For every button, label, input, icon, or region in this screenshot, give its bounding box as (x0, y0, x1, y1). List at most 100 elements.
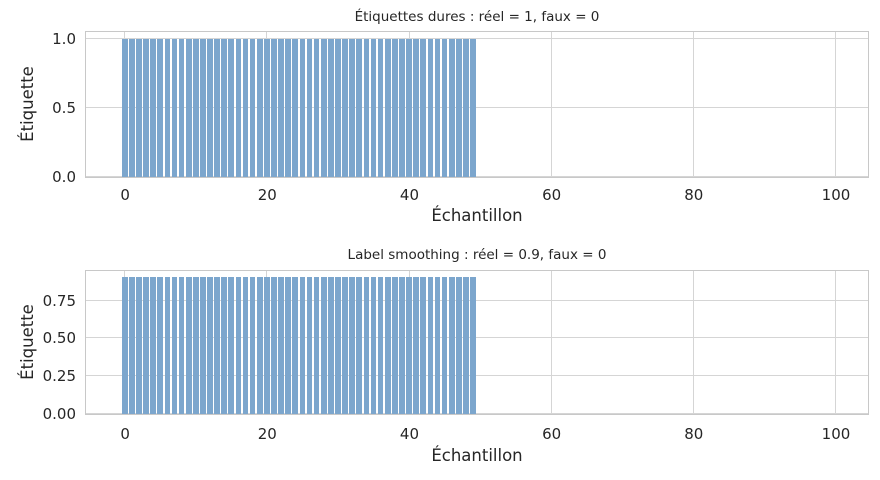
bar (150, 277, 156, 414)
bar (420, 38, 427, 177)
bar (434, 277, 441, 414)
y-tick-label: 0.00 (42, 405, 76, 423)
bar (278, 38, 284, 177)
plot-area (84, 30, 869, 178)
x-tick-label: 80 (684, 186, 704, 204)
gridline-vertical (692, 31, 694, 177)
gridline-vertical (692, 270, 694, 414)
y-tick-label: 1.0 (52, 29, 76, 48)
y-tick-label: 0.75 (42, 291, 76, 310)
bar (256, 38, 263, 177)
x-tick-label: 20 (257, 186, 277, 204)
bar (370, 277, 377, 414)
bar (200, 277, 206, 414)
x-tick-label: 60 (542, 425, 562, 443)
x-tick-label: 100 (821, 425, 851, 443)
bar (420, 277, 427, 414)
bar (271, 38, 277, 177)
x-tick-label: 40 (399, 425, 419, 443)
bar (192, 38, 199, 177)
bar (292, 277, 299, 414)
gridline-horizontal (85, 37, 868, 39)
bar (363, 38, 370, 177)
bar (313, 38, 320, 177)
bar (285, 38, 292, 177)
gridline-vertical (835, 31, 837, 177)
bar (228, 277, 235, 414)
y-tick-label: 0.25 (42, 367, 76, 386)
x-tick-label: 80 (684, 425, 704, 443)
bar (171, 277, 178, 414)
x-tick-label: 60 (542, 186, 562, 204)
bar (164, 38, 171, 177)
bar (306, 277, 313, 414)
bar (463, 277, 469, 414)
bar (320, 38, 327, 177)
bar (157, 38, 164, 177)
bar (377, 277, 384, 414)
bar (221, 277, 228, 414)
bar (413, 38, 419, 177)
bar (470, 38, 476, 177)
bar (349, 277, 355, 414)
bar (356, 277, 363, 414)
bar (178, 38, 185, 177)
bar (221, 38, 228, 177)
gridline-horizontal (85, 337, 868, 339)
bar (128, 38, 135, 177)
bar (356, 38, 363, 177)
bar (342, 277, 348, 414)
bar (178, 277, 185, 414)
bar (299, 38, 306, 177)
bar (384, 277, 391, 414)
x-tick-label: 100 (821, 186, 851, 204)
bar (470, 277, 476, 414)
x-tick-label: 40 (399, 186, 419, 204)
bar (214, 38, 220, 177)
bar (121, 277, 128, 414)
bar (271, 277, 277, 414)
bar (413, 277, 419, 414)
bar (427, 38, 434, 177)
bar (192, 277, 199, 414)
bar (391, 277, 398, 414)
bar (128, 277, 135, 414)
y-tick-label: 0.5 (52, 98, 76, 117)
bar (278, 277, 284, 414)
bar (406, 38, 412, 177)
bar (214, 277, 220, 414)
bar (455, 277, 462, 414)
bar (399, 277, 405, 414)
gridline-vertical (550, 270, 552, 414)
bar (306, 38, 313, 177)
bar (235, 38, 242, 177)
bar (136, 277, 142, 414)
bar (185, 277, 192, 414)
chart-title: Étiquettes dures : réel = 1, faux = 0 (354, 9, 600, 25)
y-tick-label: 0.50 (42, 329, 76, 348)
bar (185, 38, 192, 177)
bar (292, 38, 299, 177)
bar (320, 277, 327, 414)
bar (313, 277, 320, 414)
bar (164, 277, 171, 414)
bar (391, 38, 398, 177)
x-axis-label: Échantillon (431, 206, 523, 225)
bar (427, 277, 434, 414)
bar (463, 38, 469, 177)
bar (455, 38, 462, 177)
bar (434, 38, 441, 177)
bar (249, 38, 256, 177)
bar (448, 277, 455, 414)
bar (143, 38, 149, 177)
bar (171, 38, 178, 177)
bar (157, 277, 164, 414)
bar (150, 38, 156, 177)
bar (377, 38, 384, 177)
bar (441, 277, 448, 414)
bar (328, 277, 334, 414)
gridline-horizontal (85, 299, 868, 301)
bar (242, 277, 249, 414)
y-tick-label: 0.0 (52, 168, 76, 186)
